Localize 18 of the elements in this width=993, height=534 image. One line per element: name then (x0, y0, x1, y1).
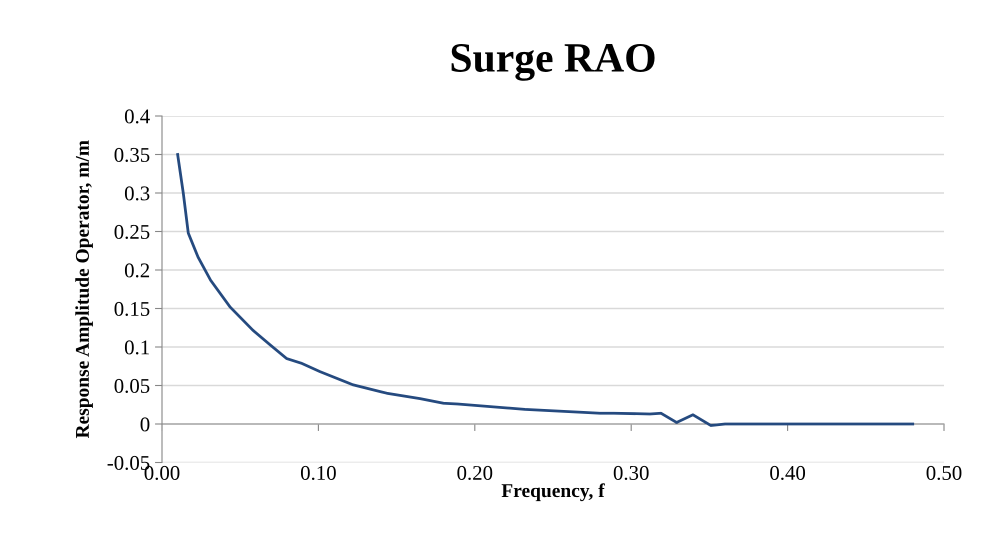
y-tick-label: 0 (140, 417, 150, 432)
x-tick-label: 0.20 (457, 466, 492, 480)
y-tick-label: 0.35 (114, 148, 150, 162)
y-tick-label: 0.1 (124, 340, 149, 355)
y-tick-label: 0.05 (114, 378, 150, 394)
x-tick-label: 0.50 (926, 466, 962, 480)
x-axis-title: Frequency, f (502, 483, 605, 502)
y-tick-label: 0.3 (124, 186, 150, 201)
y-tick-label: 0.15 (114, 302, 150, 316)
line-series (176, 153, 914, 427)
y-tick-label: 0.2 (124, 263, 150, 278)
chart-title: Surge RAO (452, 44, 655, 81)
y-axis-title: Response Amplitude Operator, m/m (75, 140, 93, 438)
y-tick-label: 0.25 (114, 224, 150, 240)
x-tick-label: 0.10 (300, 466, 336, 480)
x-tick-label: 0.30 (614, 466, 649, 480)
x-tick-label: 0.40 (770, 466, 806, 480)
y-tick-label: 0.4 (124, 109, 150, 124)
